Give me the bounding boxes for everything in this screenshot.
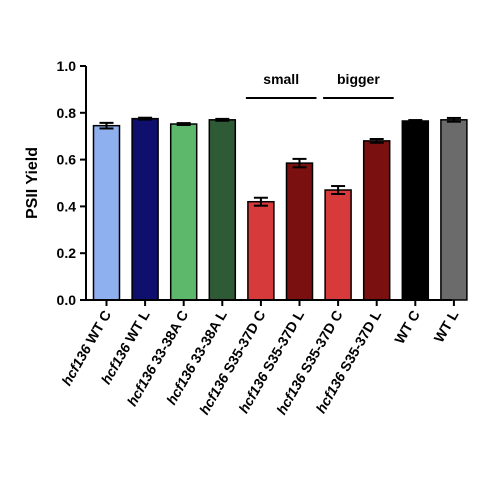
bar [324,189,352,301]
bar [362,140,391,301]
bar [247,200,275,301]
y-tick-label: 1.0 [57,58,77,74]
bar [401,120,430,301]
bar [208,119,237,301]
group-label: small [263,71,299,87]
annotations: small bigger [245,71,394,99]
y-axis: 0.0 0.2 0.4 0.6 0.8 1.0 [57,58,87,308]
bar [131,117,159,301]
x-tick-label-gene: hcf136 [58,342,94,389]
x-tick-label-gene: hcf136 [235,369,271,416]
x-tick-label-variant: WT L [120,307,153,348]
x-tick-label-gene: hcf136 [163,361,199,408]
bar [92,124,121,301]
bar [440,119,468,301]
x-tick-label-gene: hcf136 [196,371,232,418]
x-tick-label-gene: hcf136 [124,362,160,409]
x-tick-label-variant: WT L [431,307,462,345]
x-tick-label-gene: hcf136 [273,371,309,418]
y-tick-label: 0.2 [57,245,77,261]
x-tick-label-variant: WT C [391,308,423,347]
bar [169,123,198,301]
bars [92,116,468,301]
x-tick-label: WT C [391,308,423,347]
y-tick-label: 0.4 [57,198,77,214]
group-label: bigger [337,71,380,87]
y-tick-label: 0.6 [57,152,77,168]
y-tick-label: 0.0 [57,292,77,308]
x-tick-label-gene: hcf136 [312,369,348,416]
bar [285,162,314,301]
x-tick-label: WT L [431,307,462,345]
y-axis-label: PSII Yield [24,147,41,219]
y-tick-label: 0.8 [57,105,77,121]
x-tick-label-variant: WT C [80,308,114,350]
x-tick-label-gene: hcf136 [98,340,134,387]
